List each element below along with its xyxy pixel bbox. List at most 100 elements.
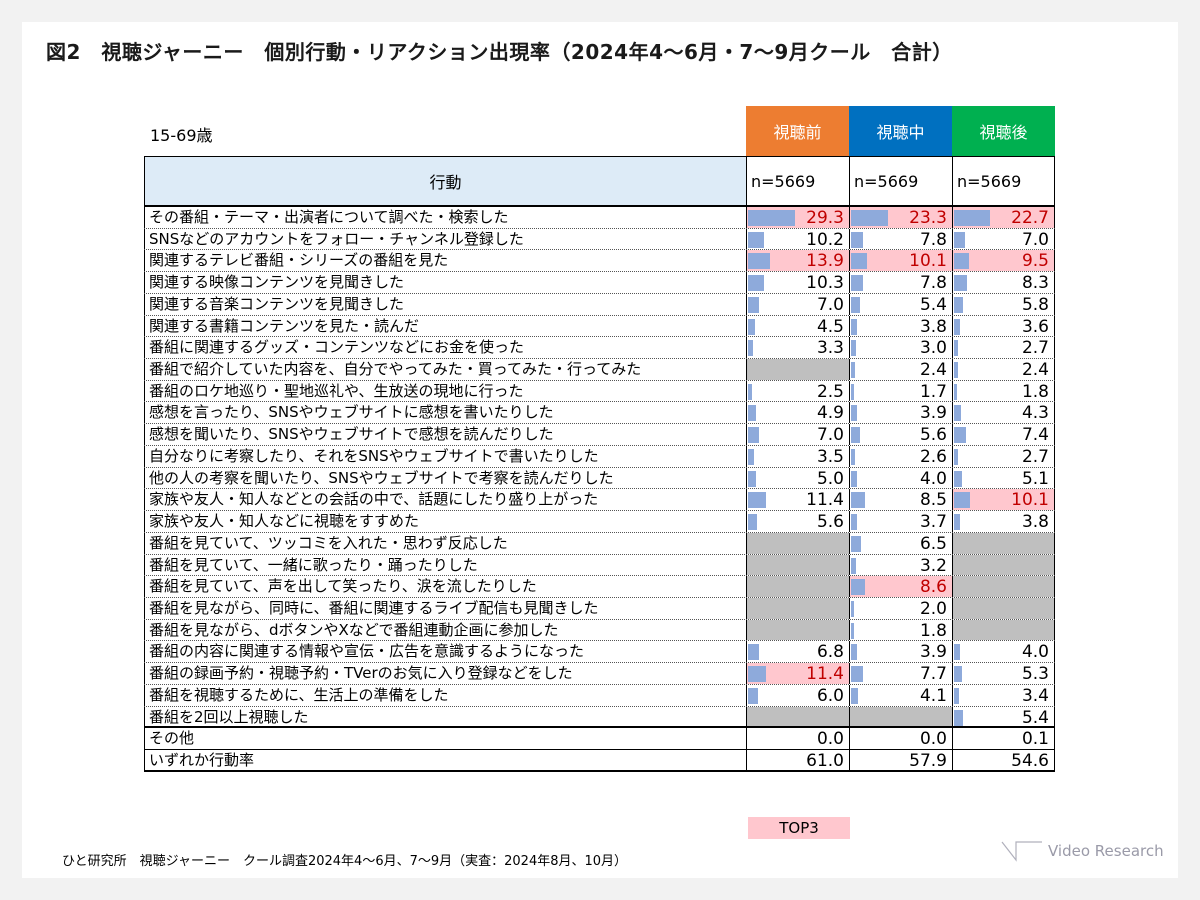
value-bar <box>748 427 760 444</box>
value-bar <box>954 514 961 531</box>
cell-before: 5.6 <box>746 511 849 532</box>
cell-during: 3.8 <box>849 315 952 337</box>
cell-before: 6.0 <box>746 684 849 706</box>
value-label: 10.3 <box>806 273 844 294</box>
cell-before: 4.5 <box>746 315 849 337</box>
row-label: 番組の録画予約・視聴予約・TVerのお気に入り登録などをした <box>144 663 746 684</box>
header-during: 視聴中 <box>849 106 952 156</box>
value-bar <box>851 470 858 487</box>
cell-after: 5.4 <box>952 706 1055 728</box>
value-label: 3.8 <box>919 316 947 337</box>
cell-before: 29.3 <box>746 207 849 228</box>
source-note: ひと研究所 視聴ジャーニー クール調査2024年4～6月、7～9月（実査：202… <box>62 854 628 869</box>
row-label: 番組を視聴するために、生活上の準備をした <box>144 684 746 706</box>
value-label: 1.8 <box>919 620 947 641</box>
value-label: 22.7 <box>1011 208 1049 228</box>
cell-after <box>952 532 1055 554</box>
value-bar <box>851 622 854 639</box>
value-bar <box>954 362 958 379</box>
table-row: 家族や友人・知人などに視聴をすすめた 5.6 3.7 3.8 <box>144 511 1055 533</box>
data-table: 行動 n=5669 n=5669 n=5669 その番組・テーマ・出演者について… <box>144 156 1055 772</box>
row-label: 番組のロケ地巡り・聖地巡礼や、生放送の現地に行った <box>144 380 746 402</box>
value-bar <box>851 296 860 313</box>
cell-during: 1.8 <box>849 619 952 641</box>
cell-after: 4.3 <box>952 402 1055 423</box>
cell-after: 22.7 <box>952 207 1055 228</box>
cell-during: 8.5 <box>849 489 952 510</box>
cell-after: 4.0 <box>952 641 1055 662</box>
cell-after: 10.1 <box>952 489 1055 510</box>
n-before: n=5669 <box>746 157 849 205</box>
value-label: 3.9 <box>919 642 947 663</box>
cell-during: 3.2 <box>849 554 952 576</box>
value-bar <box>954 275 968 292</box>
row-label: その番組・テーマ・出演者について調べた・検索した <box>144 207 746 228</box>
value-label: 3.0 <box>919 338 947 359</box>
value-bar <box>748 296 760 313</box>
table-row: 番組を見ながら、同時に、番組に関連するライブ配信も見聞きした 2.0 <box>144 597 1055 620</box>
value-bar <box>851 579 865 596</box>
value-bar <box>748 275 765 292</box>
value-label: 13.9 <box>806 251 844 272</box>
value-label: 4.3 <box>1021 403 1049 424</box>
cell-after: 3.4 <box>952 684 1055 706</box>
row-label: 番組を見ていて、一緒に歌ったり・踊ったりした <box>144 554 746 576</box>
value-bar <box>851 687 858 704</box>
value-bar <box>748 666 767 683</box>
cell-during: 3.9 <box>849 402 952 423</box>
row-label: 関連するテレビ番組・シリーズの番組を見た <box>144 250 746 272</box>
table-row: 番組を視聴するために、生活上の準備をした 6.0 4.1 3.4 <box>144 684 1055 707</box>
table-row: 番組の録画予約・視聴予約・TVerのお気に入り登録などをした 11.4 7.7 5.3 <box>144 663 1055 685</box>
cell-during: 7.8 <box>849 272 952 293</box>
cell-during: 4.0 <box>849 467 952 489</box>
row-label: 自分なりに考察したり、それをSNSやウェブサイトで書いたりした <box>144 445 746 467</box>
column-header-action: 行動 <box>144 157 746 205</box>
cell-after <box>952 576 1055 597</box>
table-row: 番組を見ながら、dボタンやXなどで番組連動企画に参加した 1.8 <box>144 619 1055 642</box>
cell-during: 4.1 <box>849 684 952 706</box>
value-label: 29.3 <box>806 208 844 228</box>
table-row: 感想を言ったり、SNSやウェブサイトに感想を書いたりした 4.9 3.9 4.3 <box>144 402 1055 425</box>
table-row: 関連するテレビ番組・シリーズの番組を見た 13.9 10.1 9.5 <box>144 250 1055 273</box>
value-label: 6.0 <box>816 685 844 706</box>
table-row: 関連する書籍コンテンツを見た・読んだ 4.5 3.8 3.6 <box>144 315 1055 338</box>
summary-row: いずれか行動率 61.0 57.9 54.6 <box>144 749 1055 772</box>
cell-after: 8.3 <box>952 272 1055 293</box>
value-bar <box>954 709 963 726</box>
table-row: 番組に関連するグッズ・コンテンツなどにお金を使った 3.3 3.0 2.7 <box>144 337 1055 360</box>
value-bar <box>954 666 963 683</box>
value-bar <box>851 405 858 422</box>
value-bar <box>748 340 754 357</box>
cell-before: 61.0 <box>746 749 849 771</box>
cell-during: 3.0 <box>849 337 952 358</box>
cell-during: 2.4 <box>849 359 952 380</box>
cell-before <box>746 576 849 597</box>
value-label: 6.8 <box>816 642 844 663</box>
n-during: n=5669 <box>849 157 952 205</box>
value-label: 4.0 <box>919 468 947 489</box>
value-label: 5.3 <box>1021 664 1049 685</box>
logo-text: Video Research <box>1048 842 1164 860</box>
value-label: 5.6 <box>919 425 947 446</box>
value-label: 10.1 <box>909 251 947 272</box>
table-row: 感想を聞いたり、SNSやウェブサイトで感想を読んだりした 7.0 5.6 7.4 <box>144 424 1055 446</box>
table-row: 関連する音楽コンテンツを見聞きした 7.0 5.4 5.8 <box>144 293 1055 316</box>
value-label: 4.1 <box>919 685 947 706</box>
cell-during: 23.3 <box>849 207 952 228</box>
value-bar <box>851 492 865 509</box>
value-label: 10.1 <box>1011 490 1049 511</box>
value-bar <box>851 535 862 552</box>
legend-top3: TOP3 <box>748 817 850 839</box>
value-bar <box>748 470 756 487</box>
value-bar <box>954 231 966 248</box>
cell-before: 10.3 <box>746 272 849 293</box>
table-row: SNSなどのアカウントをフォロー・チャンネル登録した 10.2 7.8 7.0 <box>144 228 1055 251</box>
value-label: 3.3 <box>816 338 844 359</box>
cell-before: 3.5 <box>746 445 849 467</box>
value-bar <box>954 405 961 422</box>
value-label: 2.6 <box>919 446 947 467</box>
value-label: 2.4 <box>1021 360 1049 381</box>
table-row: 番組の内容に関連する情報や宣伝・広告を意識するようになった 6.8 3.9 4.0 <box>144 641 1055 664</box>
cell-during: 7.7 <box>849 663 952 684</box>
cell-before: 7.0 <box>746 293 849 315</box>
